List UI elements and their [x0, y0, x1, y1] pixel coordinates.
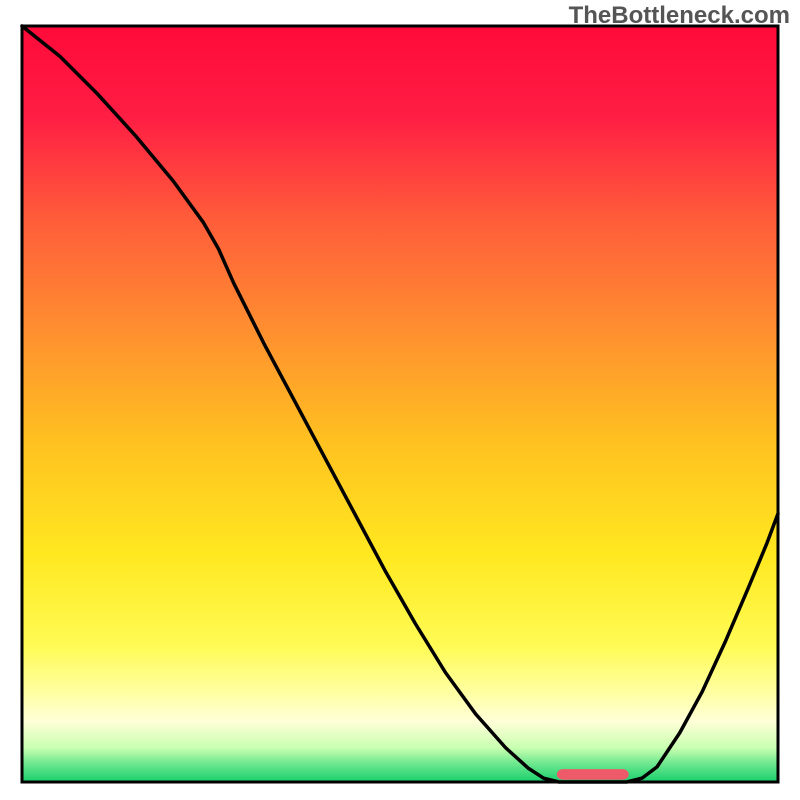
bottleneck-curve-chart: [0, 0, 800, 800]
chart-background-gradient: [22, 26, 778, 782]
watermark-text: TheBottleneck.com: [569, 2, 790, 30]
optimal-range-marker: [557, 769, 629, 780]
chart-container: TheBottleneck.com: [0, 0, 800, 800]
